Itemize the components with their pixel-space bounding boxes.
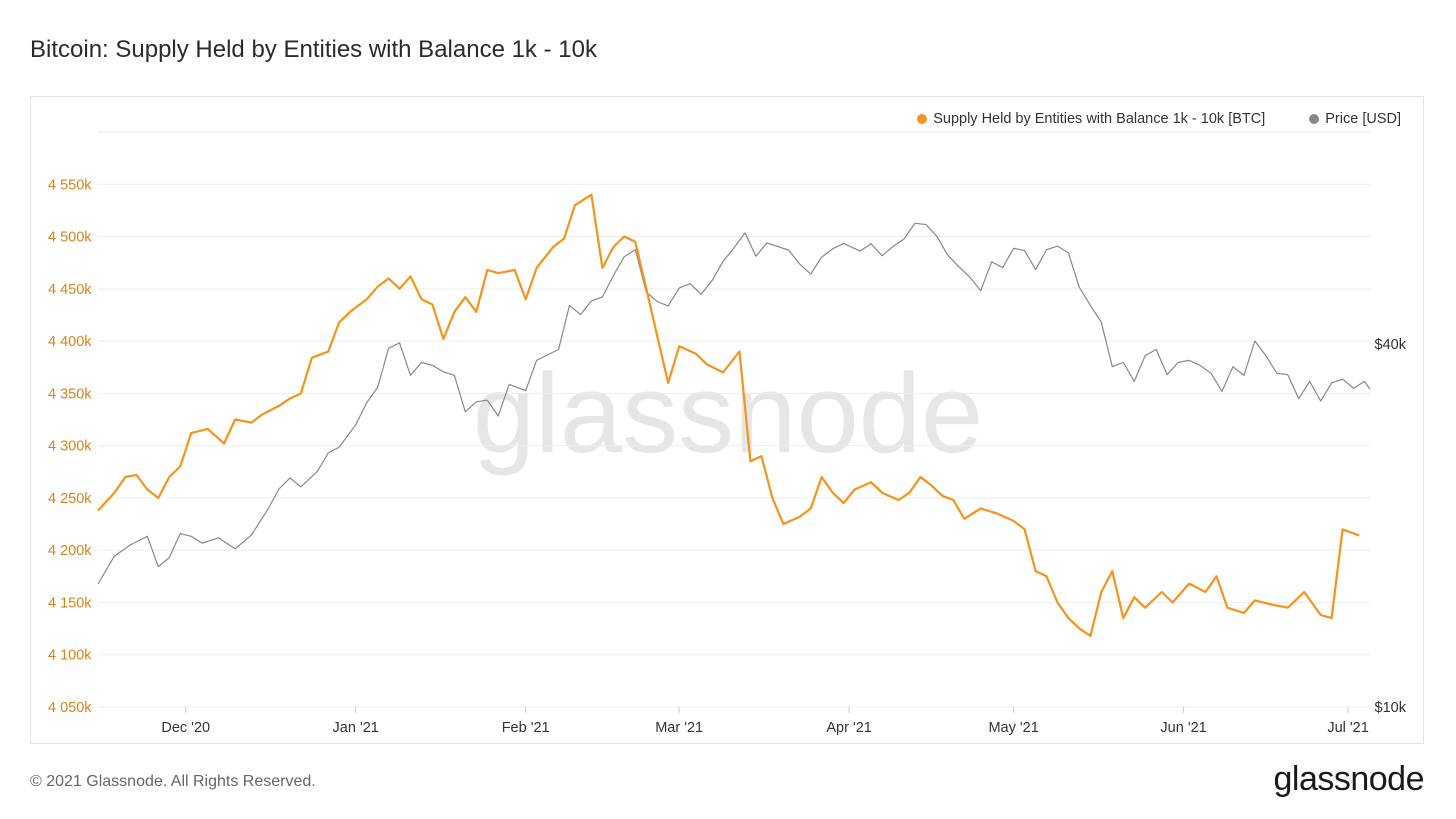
y-axis-left: 4 050k 4 100k 4 150k 4 200k 4 250k 4 300k 4 35…: [48, 177, 92, 716]
x-tick-label: Apr '21: [826, 720, 872, 736]
y-axis-right: $10k $40k: [1375, 337, 1407, 716]
page-title: Bitcoin: Supply Held by Entities with Ba…: [30, 36, 597, 63]
x-tick-label: May '21: [988, 720, 1038, 736]
y-left-tick-label: 4 150k: [48, 595, 92, 611]
y-left-tick-label: 4 400k: [48, 334, 92, 350]
x-tick-label: Mar '21: [655, 720, 703, 736]
x-tick-label: Dec '20: [161, 720, 210, 736]
y-left-tick-label: 4 550k: [48, 177, 92, 193]
y-right-tick-label: $10k: [1375, 700, 1407, 716]
y-left-tick-label: 4 300k: [48, 439, 92, 455]
y-left-tick-label: 4 350k: [48, 386, 92, 402]
y-left-tick-label: 4 100k: [48, 648, 92, 664]
legend-item-supply[interactable]: Supply Held by Entities with Balance 1k …: [917, 111, 1265, 127]
x-tick-label: Jan '21: [333, 720, 379, 736]
legend-item-price[interactable]: Price [USD]: [1309, 111, 1401, 127]
x-tick-label: Feb '21: [502, 720, 550, 736]
y-right-tick-label: $40k: [1375, 337, 1407, 353]
y-left-tick-label: 4 250k: [48, 491, 92, 507]
supply-line: [97, 193, 1360, 637]
y-left-tick-label: 4 450k: [48, 282, 92, 298]
y-left-tick-label: 4 050k: [48, 700, 92, 716]
legend-label-price: Price [USD]: [1325, 111, 1401, 127]
x-tick-label: Jul '21: [1327, 720, 1368, 736]
grid: [98, 131, 1370, 708]
copyright-text: © 2021 Glassnode. All Rights Reserved.: [30, 773, 316, 790]
x-axis: Dec '20 Jan '21 Feb '21 Mar '21 Apr '21 May '…: [161, 707, 1369, 736]
legend-label-supply: Supply Held by Entities with Balance 1k …: [933, 111, 1266, 127]
y-left-tick-label: 4 200k: [48, 543, 92, 559]
watermark: glassnode: [473, 351, 984, 476]
legend-dot-supply: [917, 114, 928, 124]
y-left-tick-label: 4 500k: [48, 230, 92, 246]
glassnode-logo[interactable]: glassnode: [1273, 760, 1424, 798]
chart-frame: [30, 96, 1424, 744]
price-series: [97, 222, 1371, 585]
price-line: [97, 222, 1371, 585]
legend: Supply Held by Entities with Balance 1k …: [917, 111, 1401, 127]
legend-dot-price: [1309, 114, 1320, 124]
supply-series: [97, 193, 1360, 637]
x-tick-label: Jun '21: [1160, 720, 1206, 736]
